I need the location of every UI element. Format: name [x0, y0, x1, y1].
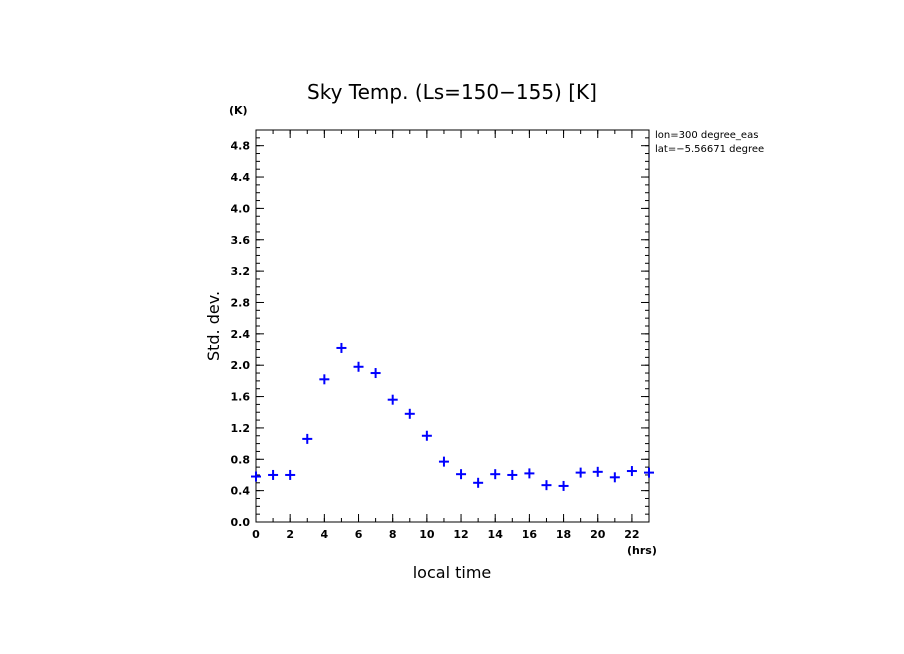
annotation-lat: lat=−5.56671 degree	[655, 144, 764, 155]
chart-title: Sky Temp. (Ls=150−155) [K]	[307, 80, 597, 104]
x-tick-label: 14	[488, 528, 504, 541]
data-point	[524, 468, 535, 479]
y-tick-label: 1.6	[231, 391, 251, 404]
data-point	[609, 472, 620, 483]
data-point	[558, 480, 569, 491]
data-point	[336, 342, 347, 353]
data-point	[319, 374, 330, 385]
data-point	[507, 469, 518, 480]
data-point	[353, 361, 364, 372]
y-tick-label: 4.4	[231, 171, 251, 184]
data-point	[626, 466, 637, 477]
y-tick-label: 3.2	[231, 265, 251, 278]
y-tick-label: 1.2	[231, 422, 251, 435]
x-tick-label: 12	[453, 528, 468, 541]
y-tick-label: 0.4	[231, 485, 251, 498]
data-point	[421, 430, 432, 441]
data-point	[473, 477, 484, 488]
x-tick-label: 0	[252, 528, 260, 541]
data-point	[387, 394, 398, 405]
data-point	[456, 469, 467, 480]
y-tick-label: 2.4	[231, 328, 251, 341]
x-tick-label: 8	[389, 528, 397, 541]
x-tick-label: 16	[522, 528, 538, 541]
data-markers	[251, 342, 654, 491]
y-tick-label: 4.0	[231, 202, 251, 215]
x-axis-title: local time	[413, 563, 492, 582]
data-point	[575, 467, 586, 478]
y-tick-label: 0.8	[231, 453, 251, 466]
data-point	[285, 469, 296, 480]
y-unit-label: (K)	[229, 104, 248, 117]
x-tick-label: 2	[286, 528, 294, 541]
data-point	[644, 467, 654, 478]
y-axis-title: Std. dev.	[204, 291, 223, 361]
y-tick-label: 0.0	[231, 516, 251, 529]
y-tick-label: 2.0	[231, 359, 251, 372]
x-tick-label: 6	[355, 528, 363, 541]
data-point	[370, 368, 381, 379]
y-tick-label: 3.6	[231, 234, 251, 247]
y-tick-label: 2.8	[231, 296, 251, 309]
x-tick-label: 10	[419, 528, 435, 541]
axis-ticks: 0 2 4 6 8 10 12 14 16 18 20 22 0.0 0.4 0.8 1.2 1.6 2.0 2.4…	[231, 129, 650, 541]
data-point	[404, 408, 415, 419]
data-point	[592, 466, 603, 477]
data-point	[438, 456, 449, 467]
x-tick-label: 18	[556, 528, 571, 541]
y-tick-label: 4.8	[231, 140, 251, 153]
x-tick-label: 4	[321, 528, 329, 541]
data-point	[302, 433, 313, 444]
data-point	[268, 469, 279, 480]
data-point	[251, 471, 261, 482]
annotation-lon: lon=300 degree_eas	[655, 130, 758, 141]
plot-frame	[255, 129, 650, 523]
x-tick-label: 22	[624, 528, 639, 541]
data-point	[490, 469, 501, 480]
x-tick-label: 20	[590, 528, 606, 541]
data-point	[541, 480, 552, 491]
x-unit-label: (hrs)	[627, 544, 657, 557]
